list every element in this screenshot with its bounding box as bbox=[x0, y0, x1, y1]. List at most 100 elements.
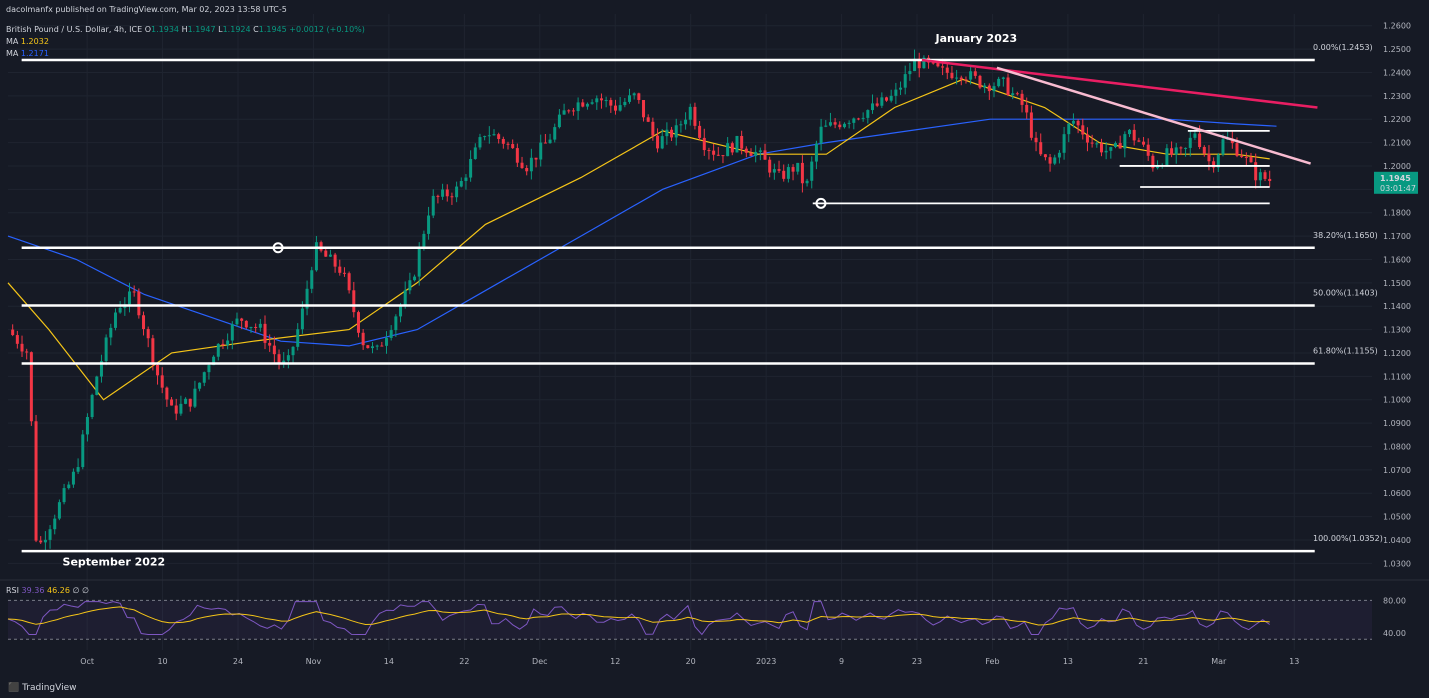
candle-body bbox=[744, 148, 748, 153]
publisher-line: dacolmanfx published on TradingView.com,… bbox=[6, 5, 287, 14]
candle-body bbox=[450, 196, 454, 198]
candle-body bbox=[656, 135, 660, 149]
candle-body bbox=[413, 276, 417, 281]
y-tick-label: 1.1600 bbox=[1383, 255, 1411, 264]
rsi-label: RSI bbox=[6, 586, 19, 595]
x-tick-label: 2023 bbox=[756, 657, 776, 666]
y-tick-label: 1.0800 bbox=[1383, 442, 1411, 451]
x-tick-label: Feb bbox=[985, 657, 999, 666]
candle-body bbox=[212, 356, 216, 366]
candle-body bbox=[1113, 143, 1117, 148]
candle-body bbox=[613, 105, 617, 111]
candle-body bbox=[43, 539, 47, 543]
candle-body bbox=[698, 125, 702, 138]
candle-body bbox=[62, 488, 66, 503]
y-tick-label: 1.2200 bbox=[1383, 115, 1411, 124]
candle-body bbox=[941, 66, 945, 68]
candle-body bbox=[67, 484, 71, 489]
candle-body bbox=[455, 186, 459, 198]
candle-body bbox=[300, 308, 304, 330]
candle-body bbox=[768, 159, 772, 173]
candle-body bbox=[800, 162, 804, 184]
candle-body bbox=[973, 71, 977, 76]
candle-body bbox=[856, 118, 860, 120]
candle-body bbox=[370, 346, 374, 349]
trendline[interactable] bbox=[921, 58, 1318, 109]
candle-body bbox=[305, 288, 309, 309]
y-tick-label: 1.0900 bbox=[1383, 419, 1411, 428]
y-tick-label: 1.2500 bbox=[1383, 45, 1411, 54]
candle-body bbox=[548, 139, 552, 144]
candle-body bbox=[604, 100, 608, 102]
candle-body bbox=[1034, 137, 1038, 143]
candle-body bbox=[291, 346, 295, 356]
ma2-label: MA bbox=[6, 49, 19, 58]
ma1-label: MA bbox=[6, 37, 19, 46]
candle-body bbox=[202, 372, 206, 383]
y-tick-label: 1.2000 bbox=[1383, 162, 1411, 171]
y-tick-label: 1.1400 bbox=[1383, 302, 1411, 311]
candle-body bbox=[1207, 153, 1211, 162]
candle-body bbox=[567, 110, 571, 112]
candle-body bbox=[894, 89, 898, 96]
candle-body bbox=[712, 150, 716, 155]
candle-body bbox=[936, 62, 940, 67]
y-tick-label: 1.1800 bbox=[1383, 209, 1411, 218]
candle-body bbox=[1029, 112, 1033, 138]
candle-body bbox=[417, 247, 421, 277]
trendline[interactable] bbox=[996, 66, 1311, 165]
rsi-ma-value: 46.26 bbox=[47, 586, 70, 595]
candle-body bbox=[431, 195, 435, 216]
y-tick-label: 1.1500 bbox=[1383, 279, 1411, 288]
candle-body bbox=[71, 471, 75, 485]
tradingview-logo[interactable]: ⬛ TradingView bbox=[8, 683, 76, 693]
candle-body bbox=[1258, 172, 1262, 181]
annotation-layer: January 2023 September 2022 bbox=[63, 32, 1018, 569]
rsi-legend[interactable]: RSI 39.36 46.26 ∅ ∅ bbox=[6, 586, 89, 595]
candle-body bbox=[403, 290, 407, 306]
candle-body bbox=[95, 376, 99, 395]
candle-body bbox=[1240, 155, 1244, 157]
candle-body bbox=[1198, 133, 1202, 148]
ma2-legend[interactable]: MA 1.2171 bbox=[6, 49, 49, 58]
candle-body bbox=[721, 155, 725, 157]
candle-body bbox=[838, 124, 842, 128]
candle-body bbox=[15, 335, 19, 344]
y-axis[interactable]: 1.2600 1.2500 1.2400 1.2300 1.2200 1.2100 1.20… bbox=[1374, 22, 1418, 639]
brand-name: TradingView bbox=[22, 683, 77, 693]
x-tick-label: 10 bbox=[157, 657, 167, 666]
candle-body bbox=[497, 134, 501, 139]
candle-body bbox=[20, 343, 24, 352]
candle-body bbox=[483, 136, 487, 138]
candle-body bbox=[1132, 129, 1136, 141]
candle-body bbox=[782, 170, 786, 179]
candle-body bbox=[11, 329, 15, 336]
x-tick-label: 12 bbox=[610, 657, 620, 666]
candle-body bbox=[104, 337, 108, 362]
candle-body bbox=[1202, 147, 1206, 154]
candle-body bbox=[57, 502, 61, 519]
candle-body bbox=[992, 86, 996, 92]
ma1-legend[interactable]: MA 1.2032 bbox=[6, 37, 49, 46]
fib-level-label: 100.00%(1.0352) bbox=[1313, 534, 1383, 543]
change-value: +0.0012 (+0.10%) bbox=[289, 25, 365, 34]
candle-body bbox=[660, 136, 664, 149]
ma-long-line bbox=[7, 118, 1277, 347]
candle-body bbox=[221, 343, 225, 346]
candle-body bbox=[1151, 155, 1155, 169]
candle-body bbox=[1165, 148, 1169, 166]
symbol-name[interactable]: British Pound / U.S. Dollar, 4h, ICE bbox=[6, 25, 143, 34]
candle-body bbox=[1006, 77, 1010, 96]
candle-body bbox=[983, 85, 987, 88]
candle-body bbox=[796, 162, 800, 172]
fib-level-label: 0.00%(1.2453) bbox=[1313, 43, 1373, 52]
candle-body bbox=[1025, 104, 1029, 113]
candle-body bbox=[637, 93, 641, 100]
x-axis[interactable]: Oct 10 24 Nov 14 22 Dec 12 20 2023 9 23 Feb 13 21 Mar 13 bbox=[80, 657, 1299, 666]
rsi-layer bbox=[0, 579, 1429, 640]
candle-body bbox=[623, 101, 627, 106]
candle-body bbox=[646, 117, 650, 122]
candle-body bbox=[917, 58, 921, 69]
